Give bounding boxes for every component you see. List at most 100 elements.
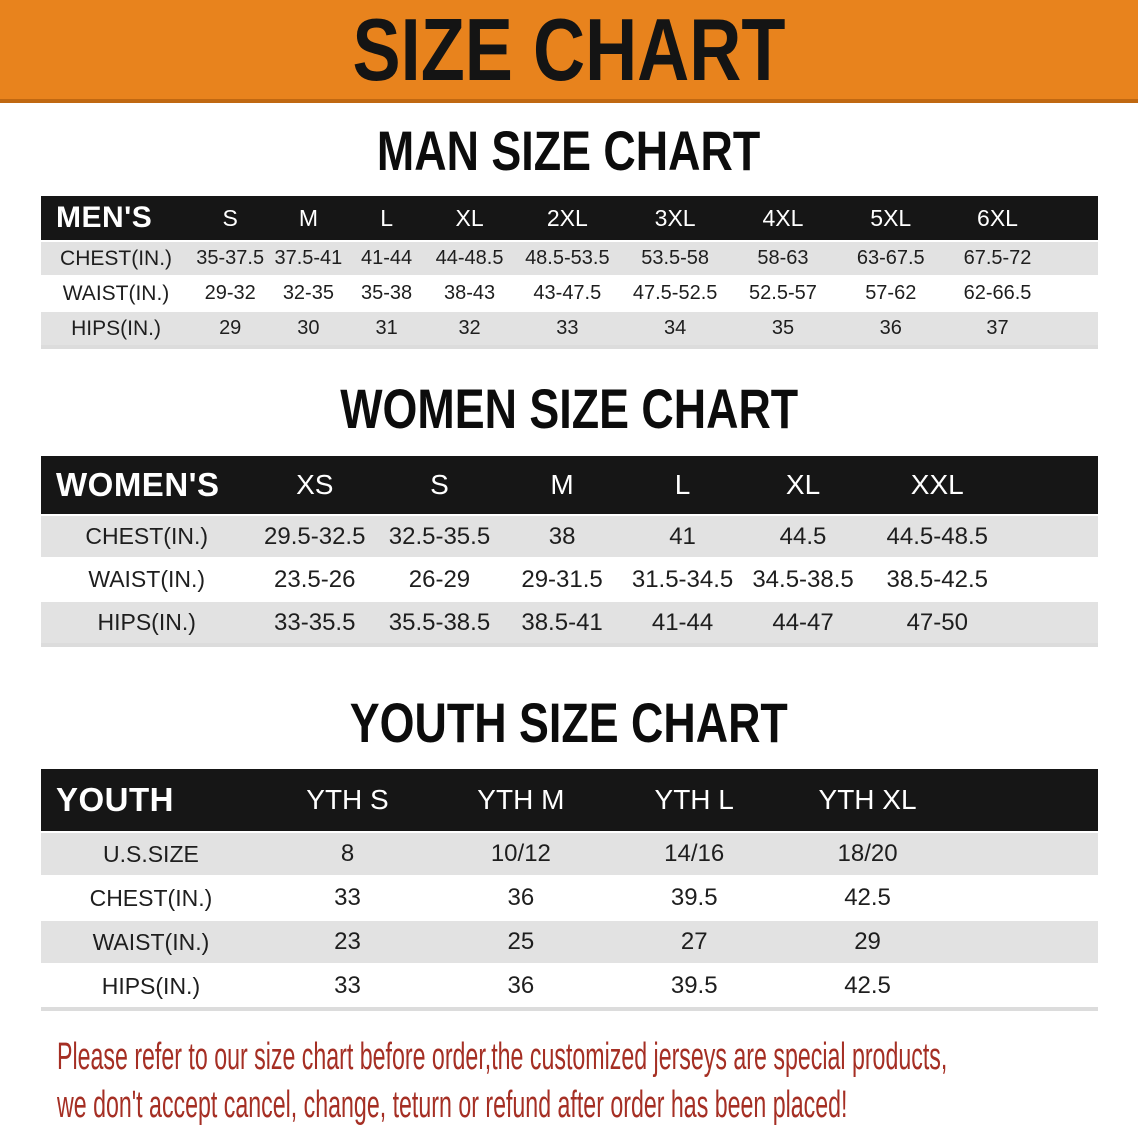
row-label: CHEST(IN.) [89,884,213,911]
table-cell: 31 [375,317,398,339]
youth-section-heading-text: YOUTH SIZE CHART [349,691,789,754]
table-cell: 18/20 [837,840,898,867]
table-cell: 57-62 [865,282,917,304]
table-cell: 41-44 [361,247,413,269]
row-label: WAIST(IN.) [92,928,210,955]
womens-hips-row: HIPS(IN.) 33-35.5 35.5-38.5 38.5-41 41-4… [41,600,1098,643]
table-cell: 33 [334,884,361,911]
mens-size-table: MEN'S S M L XL 2XL 3XL 4XL 5XL 6XL CHEST… [41,196,1098,345]
size-column-header: M [298,204,318,231]
youth-ussize-row: U.S.SIZE 8 10/12 14/16 18/20 [41,831,1098,875]
table-cell: 27 [680,928,708,955]
table-cell: 29-32 [204,282,256,304]
youth-chest-row: CHEST(IN.) 33 36 39.5 42.5 [41,875,1098,919]
table-cell: 8 [340,840,355,867]
row-label: WAIST(IN.) [88,566,206,592]
size-column-header: YTH L [654,784,734,815]
table-cell: 52.5-57 [749,282,817,304]
table-cell: 53.5-58 [641,247,710,269]
table-cell: 29.5-32.5 [264,522,366,550]
table-cell: 37.5-41 [274,247,343,269]
table-cell: 32.5-35.5 [388,522,491,550]
table-cell: 38.5-42.5 [886,565,988,593]
row-label: CHEST(IN.) [85,523,209,549]
womens-chest-row: CHEST(IN.) 29.5-32.5 32.5-35.5 38 41 44.… [41,514,1098,557]
table-cell: 32-35 [282,282,334,304]
table-cell: 47.5-52.5 [632,282,718,304]
table-cell: 39.5 [670,972,718,999]
table-cell: 42.5 [844,972,891,999]
table-cell: 39.5 [670,884,718,911]
table-cell: 35.5-38.5 [388,608,491,636]
size-column-header: 6XL [977,204,1018,231]
table-cell: 44.5 [779,522,827,550]
women-section-heading: WOMEN SIZE CHART [0,379,1138,439]
size-column-header: YTH M [477,784,565,815]
table-cell: 58-63 [757,247,809,269]
table-cell: 30 [297,317,320,339]
table-cell: 34 [664,317,687,339]
size-column-header: L [380,204,393,231]
size-column-header: L [674,469,691,500]
size-column-header: YTH XL [818,784,917,815]
table-cell: 62-66.5 [963,282,1032,304]
table-cell: 43-47.5 [533,282,602,304]
table-cell: 35 [771,317,795,339]
table-cell: 63-67.5 [856,247,925,269]
table-cell: 36 [507,884,535,911]
size-column-header: 3XL [654,204,696,231]
size-column-header: 5XL [870,204,912,231]
size-column-header: XXL [910,469,964,500]
table-cell: 23 [334,928,361,955]
table-cell: 29 [219,317,242,339]
size-column-header: 2XL [546,204,588,231]
womens-size-table: WOMEN'S XS S M L XL XXL CHEST(IN.) 29.5-… [41,456,1098,643]
disclaimer-line-1: Please refer to our size chart before or… [57,1036,948,1078]
size-column-header: XL [785,469,821,500]
size-column-header: XL [455,204,484,231]
table-cell: 14/16 [664,840,725,867]
youth-table-header-row: YOUTH YTH S YTH M YTH L YTH XL [41,769,1098,831]
table-cell: 38-43 [443,282,496,304]
table-cell: 44-48.5 [435,247,504,269]
table-cell: 42.5 [844,884,891,911]
men-section-heading-text: MAN SIZE CHART [377,119,761,182]
table-cell: 33 [334,972,361,999]
size-column-header: S [222,204,238,231]
women-section-heading-text: WOMEN SIZE CHART [340,377,798,440]
table-cell: 33-35.5 [274,608,356,636]
size-column-header: 4XL [762,204,804,231]
youth-hips-row: HIPS(IN.) 33 36 39.5 42.5 [41,963,1098,1007]
title-banner: SIZE CHART [0,0,1138,103]
youth-table-title: YOUTH [56,781,174,818]
table-cell: 26-29 [408,565,471,593]
mens-chest-row: CHEST(IN.) 35-37.5 37.5-41 41-44 44-48.5… [41,240,1098,275]
table-cell: 31.5-34.5 [631,565,734,593]
table-cell: 67.5-72 [963,247,1032,269]
row-label: HIPS(IN.) [71,316,161,340]
table-cell: 10/12 [490,840,551,867]
table-cell: 35-38 [361,282,413,304]
men-section-heading: MAN SIZE CHART [0,121,1138,181]
size-column-header: YTH S [306,784,389,815]
table-cell: 29-31.5 [521,565,603,593]
table-cell: 38.5-41 [521,608,603,636]
womens-waist-row: WAIST(IN.) 23.5-26 26-29 29-31.5 31.5-34… [41,557,1098,600]
youth-size-table: YOUTH YTH S YTH M YTH L YTH XL U.S.SIZE … [41,769,1098,1007]
size-column-header: XS [296,469,334,500]
table-cell: 38 [548,522,576,550]
table-cell: 37 [986,317,1009,339]
row-label: HIPS(IN.) [97,609,196,635]
size-column-header: M [550,469,574,500]
mens-hips-row: HIPS(IN.) 29 30 31 32 33 34 35 36 37 [41,310,1098,345]
table-cell: 36 [879,317,902,339]
disclaimer-note: Please refer to our size chart before or… [57,1033,1138,1129]
mens-table-title: MEN'S [56,201,153,234]
disclaimer-line-2: we don't accept cancel, change, teturn o… [57,1084,848,1126]
table-cell: 34.5-38.5 [752,565,854,593]
table-cell: 44-47 [772,608,834,636]
table-cell: 41 [669,522,696,550]
mens-waist-row: WAIST(IN.) 29-32 32-35 35-38 38-43 43-47… [41,275,1098,310]
table-cell: 41-44 [651,608,714,636]
youth-section-heading: YOUTH SIZE CHART [0,693,1138,753]
